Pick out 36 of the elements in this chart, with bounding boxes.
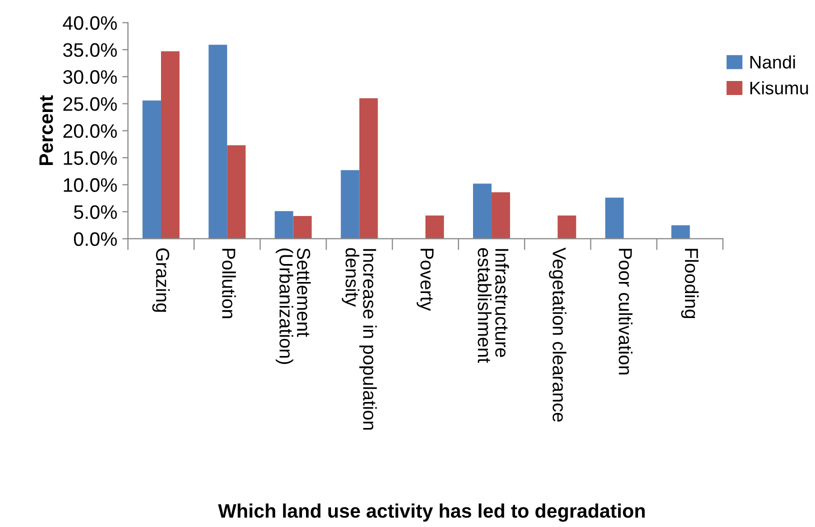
bar — [274, 211, 294, 239]
y-tick-label: 30.0% — [63, 70, 117, 84]
bar — [605, 198, 624, 239]
x-tick-label: Poverty — [416, 248, 434, 311]
legend-label: Nandi — [750, 55, 795, 69]
bar — [558, 216, 576, 239]
bar — [492, 192, 510, 239]
bar — [293, 216, 312, 239]
bar — [142, 100, 162, 239]
x-tick-label: Vegetation clearance — [548, 247, 566, 422]
y-axis-title: Percent — [39, 95, 54, 166]
y-tick-label: 35.0% — [63, 43, 117, 57]
y-tick-label: 15.0% — [64, 151, 117, 165]
bar — [425, 216, 444, 239]
y-tick-label: 0.0% — [74, 232, 117, 246]
bar — [359, 98, 378, 239]
bar — [208, 44, 228, 239]
x-axis-title: Which land use activity has led to degradation — [218, 504, 645, 522]
y-tick-label: 20.0% — [63, 124, 117, 138]
bar — [161, 51, 180, 239]
bar — [473, 184, 492, 239]
y-tick-label: 10.0% — [64, 178, 117, 192]
y-tick-label: 25.0% — [63, 97, 117, 111]
y-tick-label: 5.0% — [74, 205, 117, 219]
bar — [227, 145, 246, 239]
y-tick-label: 40.0% — [62, 16, 117, 30]
legend-label: Kisumu — [750, 81, 808, 94]
x-tick-label: Flooding — [681, 248, 699, 318]
x-tick-label: Increase in population density — [342, 248, 377, 430]
x-tick-label: Settlement (Urbanization) — [276, 248, 311, 364]
x-tick-label: Grazing — [152, 248, 170, 312]
x-tick-label: Pollution — [222, 248, 236, 318]
x-tick-label: Infrastructure establishment — [478, 248, 509, 363]
x-tick-label: Poor cultivation — [618, 248, 632, 374]
bar — [340, 170, 360, 239]
bar — [671, 225, 690, 239]
